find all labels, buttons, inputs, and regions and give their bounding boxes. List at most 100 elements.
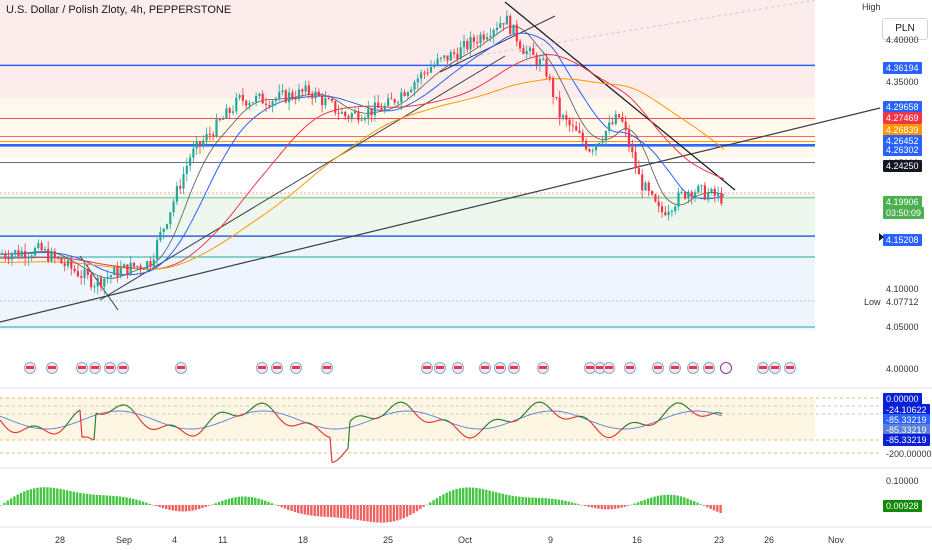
- osc-line-segment: [691, 410, 695, 414]
- oscillator-axis-label: -200.00000: [886, 449, 932, 459]
- osc-line-segment: [403, 402, 407, 405]
- candle-body: [76, 271, 79, 277]
- osc-line-segment: [485, 423, 489, 427]
- histogram-bar: [9, 498, 13, 505]
- candle-body: [109, 275, 112, 278]
- histogram-bar: [485, 489, 488, 505]
- histogram-bar: [504, 494, 508, 505]
- candle-body: [248, 103, 251, 106]
- osc-line-segment: [283, 422, 287, 425]
- osc-line-segment: [5, 427, 9, 430]
- candle-body: [367, 108, 370, 118]
- osc-line-segment: [503, 419, 507, 422]
- histogram-bar: [260, 499, 264, 505]
- candle-body: [281, 90, 284, 92]
- osc-line-segment: [25, 426, 29, 429]
- histogram-bar: [442, 494, 445, 505]
- histogram-bar: [376, 505, 379, 523]
- osc-line-segment: [313, 425, 317, 428]
- osc-line-segment: [209, 417, 213, 422]
- histogram-bar: [689, 499, 693, 505]
- candle-body: [687, 191, 690, 199]
- oscillator-value-label: -85.33219: [883, 424, 930, 436]
- histogram-bar: [49, 487, 52, 505]
- event-icons: [24, 362, 796, 374]
- candle-body: [608, 122, 611, 131]
- osc-line-segment: [63, 425, 67, 429]
- candle-body: [631, 147, 634, 153]
- osc-line-segment: [709, 413, 713, 416]
- candle-body: [370, 108, 373, 116]
- candle-body: [654, 194, 657, 202]
- osc-line-segment: [719, 412, 723, 415]
- osc-line-segment: [387, 408, 391, 411]
- histogram-bar: [382, 505, 386, 523]
- histogram-bar: [69, 491, 72, 505]
- osc-line-segment: [315, 426, 319, 430]
- candle-body: [693, 192, 697, 197]
- osc-line-segment: [59, 429, 63, 433]
- histogram-bar: [75, 492, 79, 505]
- candle-body: [225, 108, 228, 119]
- histogram-bar: [389, 505, 392, 522]
- histogram-bar: [270, 503, 273, 505]
- candle-body: [555, 96, 558, 98]
- histogram-bar: [432, 500, 435, 505]
- candle-body: [403, 92, 406, 96]
- candle-body: [47, 248, 50, 262]
- histogram-bar: [283, 505, 287, 509]
- osc-line-segment: [551, 410, 555, 413]
- osc-line-segment: [521, 413, 525, 417]
- histogram-bar: [359, 505, 363, 521]
- histogram-bar: [458, 488, 462, 505]
- histogram-bar: [257, 498, 260, 505]
- candle-body: [489, 35, 492, 38]
- candle-body: [24, 250, 27, 259]
- candle-body: [528, 48, 532, 52]
- candle-body: [106, 277, 109, 279]
- osc-line-segment: [377, 416, 381, 419]
- candle-body: [598, 142, 601, 145]
- histogram-bar: [551, 498, 554, 505]
- candle-body: [60, 258, 63, 264]
- histogram-bar: [264, 500, 267, 505]
- osc-line-segment: [45, 430, 49, 433]
- candle-body: [499, 23, 502, 28]
- histogram-bar: [679, 496, 683, 505]
- histogram-bar: [465, 487, 468, 505]
- candle-body: [142, 268, 145, 270]
- currency-button[interactable]: PLN: [882, 18, 928, 40]
- candle-body: [274, 98, 277, 102]
- event-flag-stripe: [605, 366, 613, 369]
- osc-line-segment: [491, 419, 495, 422]
- oscillator-value-label: -85.33219: [883, 414, 930, 426]
- osc-line-segment: [573, 416, 577, 418]
- time-axis-label: Nov: [828, 535, 845, 545]
- candle-body: [492, 29, 495, 36]
- osc-line-segment: [193, 434, 197, 437]
- histogram-bar: [636, 502, 640, 505]
- osc-line-segment: [619, 428, 623, 432]
- osc-line-segment: [393, 403, 397, 406]
- histogram-bar: [699, 504, 702, 505]
- histogram-bar: [349, 505, 353, 519]
- histogram-bar: [660, 495, 663, 505]
- histogram-bar: [128, 498, 132, 505]
- osc-line-segment: [299, 422, 303, 425]
- histogram-bar: [386, 505, 389, 523]
- osc-line-segment: [287, 424, 291, 427]
- histogram-bar: [290, 505, 293, 512]
- histogram-bar: [330, 505, 333, 518]
- osc-line-segment: [519, 415, 523, 419]
- osc-line-segment: [163, 424, 167, 427]
- histogram-bar: [531, 497, 534, 505]
- osc-line-segment: [311, 423, 315, 427]
- candle-body: [208, 133, 211, 135]
- candle-body: [591, 150, 594, 152]
- osc-line-segment: [187, 434, 191, 437]
- candle-body: [552, 78, 555, 97]
- candle-body: [390, 98, 393, 100]
- histogram-bar: [379, 505, 382, 523]
- histogram-bar: [188, 505, 191, 512]
